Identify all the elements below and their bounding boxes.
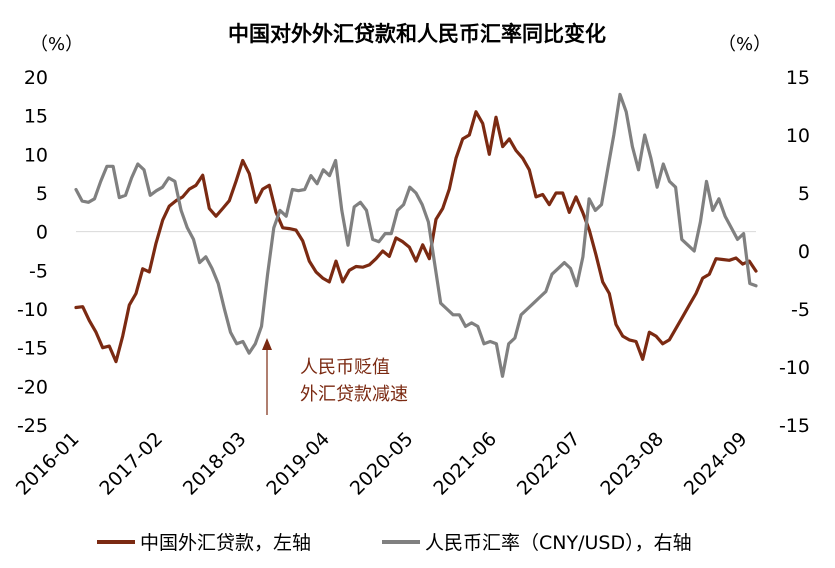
x-tick-label: 2024-09 [680, 428, 752, 500]
right-tick-label: 0 [798, 241, 810, 263]
series-line-cny-usd [74, 92, 758, 378]
right-tick-label: -15 [779, 415, 810, 437]
legend: 中国外汇贷款，左轴 人民币汇率（CNY/USD），右轴 [97, 532, 692, 554]
annotation-arrow-head [262, 338, 272, 350]
x-axis-ticks: 2016-01 2017-02 2018-03 2019-04 2020-05 2021-… [12, 428, 752, 500]
x-tick-label: 2021-06 [429, 428, 501, 500]
x-tick-label: 2022-07 [513, 428, 585, 500]
x-tick-label: 2017-02 [95, 428, 167, 500]
left-axis-unit: （%） [30, 34, 83, 55]
left-axis-ticks: 20 15 10 5 0 -5 -10 -15 -20 -25 [17, 67, 48, 437]
annotation: 人民币贬值 外汇贷款减速 [262, 338, 408, 415]
left-tick-label: -10 [17, 299, 48, 321]
right-axis-unit: （%） [718, 34, 771, 55]
x-tick-label: 2016-01 [12, 428, 84, 500]
left-tick-label: 20 [24, 67, 48, 89]
left-tick-label: -5 [29, 260, 48, 282]
annotation-line-1: 人民币贬值 [300, 357, 390, 378]
x-tick-label: 2023-08 [596, 428, 668, 500]
left-tick-label: 0 [36, 222, 48, 244]
left-tick-label: 5 [36, 183, 48, 205]
x-tick-label: 2020-05 [346, 428, 418, 500]
legend-label-loans: 中国外汇贷款，左轴 [140, 532, 311, 554]
x-tick-label: 2019-04 [262, 428, 334, 500]
x-tick-label: 2018-03 [179, 428, 251, 500]
left-tick-label: -25 [17, 415, 48, 437]
right-axis-ticks: 15 10 5 0 -5 -10 -15 [779, 67, 810, 437]
series-line-fx-loans [74, 110, 758, 364]
right-tick-label: -10 [779, 357, 810, 379]
annotation-line-2: 外汇贷款减速 [300, 384, 408, 405]
left-tick-label: 15 [24, 106, 48, 128]
left-tick-label: 10 [24, 144, 48, 166]
right-tick-label: 15 [786, 67, 810, 89]
right-tick-label: -5 [791, 299, 810, 321]
right-tick-label: 5 [798, 183, 810, 205]
right-tick-label: 10 [786, 125, 810, 147]
chart-title: 中国对外外汇贷款和人民币汇率同比变化 [228, 22, 606, 46]
left-tick-label: -15 [17, 338, 48, 360]
left-tick-label: -20 [17, 376, 48, 398]
legend-label-fx: 人民币汇率（CNY/USD），右轴 [425, 532, 692, 554]
series-group [74, 92, 758, 378]
